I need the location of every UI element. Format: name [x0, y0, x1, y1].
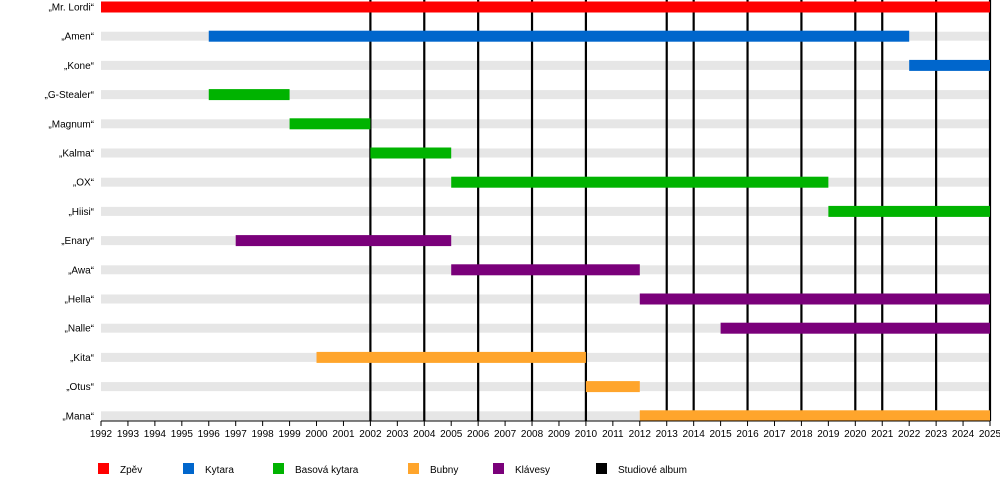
- row-band: [101, 60, 990, 70]
- row-band: [101, 206, 990, 216]
- member-bar: [208, 30, 910, 42]
- member-bar: [639, 293, 990, 305]
- legend-swatch: [273, 463, 284, 474]
- legend-swatch: [98, 463, 109, 474]
- member-bar: [585, 381, 640, 393]
- x-tick-label: 2022: [898, 429, 921, 440]
- legend-label: Kytara: [205, 465, 234, 476]
- legend: Zpěv Kytara Basová kytara Bubny Klávesy Studi…: [98, 463, 687, 476]
- member-bar: [451, 264, 640, 276]
- row-band: [101, 323, 990, 333]
- member-bar: [208, 89, 290, 101]
- legend-label: Bubny: [430, 465, 458, 476]
- member-label: „Amen“: [61, 32, 94, 43]
- member-bar: [370, 147, 452, 159]
- x-tick-label: 2025: [979, 429, 1000, 440]
- x-tick-label: 2007: [494, 429, 517, 440]
- x-tick-label: 1992: [90, 429, 113, 440]
- member-label: „Kone“: [64, 61, 94, 72]
- row-band: [101, 294, 990, 304]
- member-labels: „Mr. Lordi“ „Amen“ „Kone“ „G-Stealer“ „Magnu…: [45, 3, 94, 423]
- x-tick-label: 2017: [763, 429, 786, 440]
- year-axis: 1992 1993 1994 1995 1996 1997 1998 1999 2000 2001…: [90, 420, 1000, 440]
- row-band: [101, 148, 990, 158]
- member-bar: [451, 176, 829, 188]
- legend-swatch: [493, 463, 504, 474]
- x-tick-label: 2012: [629, 429, 652, 440]
- member-label: „Mana“: [62, 411, 94, 422]
- row-band: [101, 411, 990, 421]
- x-tick-label: 2015: [709, 429, 732, 440]
- x-tick-label: 2008: [521, 429, 544, 440]
- x-tick-label: 1998: [252, 429, 275, 440]
- x-tick-label: 2006: [467, 429, 490, 440]
- legend-label: Zpěv: [120, 465, 142, 476]
- x-tick-label: 1997: [225, 429, 248, 440]
- x-tick-label: 2020: [844, 429, 867, 440]
- x-tick-label: 1999: [278, 429, 301, 440]
- x-tick-label: 2000: [305, 429, 328, 440]
- member-label: „G-Stealer“: [45, 90, 94, 101]
- member-label: „Enary“: [61, 236, 94, 247]
- legend-label: Basová kytara: [295, 465, 359, 476]
- x-tick-label: 2021: [871, 429, 894, 440]
- x-tick-label: 2002: [359, 429, 382, 440]
- x-tick-label: 2018: [790, 429, 813, 440]
- member-label: „Nalle“: [65, 324, 94, 335]
- x-tick-label: 2003: [386, 429, 409, 440]
- member-bar: [101, 1, 990, 13]
- x-tick-label: 1994: [144, 429, 167, 440]
- member-label: „Awa“: [68, 265, 94, 276]
- row-band: [101, 236, 990, 246]
- member-bar: [289, 118, 371, 130]
- x-tick-label: 2001: [332, 429, 355, 440]
- member-label: „Kita“: [70, 353, 94, 364]
- row-band: [101, 119, 990, 129]
- member-label: „Kalma“: [59, 149, 94, 160]
- member-bar: [316, 351, 586, 363]
- member-label: „Hella“: [65, 295, 94, 306]
- x-tick-label: 1996: [198, 429, 221, 440]
- x-tick-label: 2014: [683, 429, 706, 440]
- member-bar: [235, 235, 452, 247]
- x-tick-label: 1995: [171, 429, 194, 440]
- member-label: „OX“: [73, 178, 94, 189]
- x-tick-label: 1993: [117, 429, 140, 440]
- x-tick-label: 2019: [817, 429, 840, 440]
- x-tick-label: 2010: [575, 429, 598, 440]
- member-label: „Otus“: [66, 382, 94, 393]
- x-tick-label: 2004: [413, 429, 436, 440]
- row-band: [101, 382, 990, 392]
- member-bar: [639, 410, 990, 422]
- legend-label: Klávesy: [515, 465, 550, 476]
- legend-label: Studiové album: [618, 465, 687, 476]
- member-label: „Hiisi“: [68, 207, 94, 218]
- member-bar: [828, 205, 990, 217]
- legend-swatch: [183, 463, 194, 474]
- legend-swatch: [596, 463, 607, 474]
- x-tick-label: 2023: [925, 429, 948, 440]
- x-tick-label: 2005: [440, 429, 463, 440]
- x-tick-label: 2016: [736, 429, 759, 440]
- member-bar: [720, 322, 990, 334]
- member-bars: [101, 1, 990, 422]
- row-band: [101, 90, 990, 100]
- x-tick-label: 2024: [952, 429, 975, 440]
- member-label: „Magnum“: [48, 119, 94, 130]
- legend-swatch: [408, 463, 419, 474]
- x-tick-label: 2009: [548, 429, 571, 440]
- x-tick-label: 2013: [656, 429, 679, 440]
- member-bar: [909, 59, 990, 71]
- x-tick-label: 2011: [602, 429, 624, 440]
- member-label: „Mr. Lordi“: [48, 3, 94, 14]
